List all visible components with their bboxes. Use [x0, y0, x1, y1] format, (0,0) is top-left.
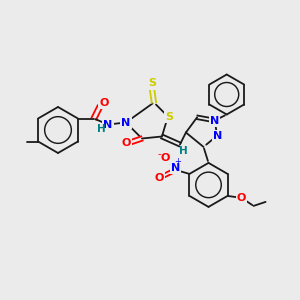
Text: H: H [178, 146, 187, 157]
Text: O: O [99, 98, 109, 107]
Text: N: N [214, 131, 223, 141]
Text: S: S [148, 79, 156, 88]
Text: O: O [155, 173, 164, 183]
Text: N: N [103, 119, 112, 130]
Text: +: + [174, 158, 181, 166]
Text: S: S [165, 112, 173, 122]
Text: -: - [158, 149, 161, 159]
Text: N: N [210, 116, 219, 125]
Text: O: O [237, 193, 246, 203]
Text: N: N [121, 118, 130, 128]
Text: O: O [121, 139, 130, 148]
Text: N: N [171, 163, 180, 173]
Text: H: H [97, 124, 105, 134]
Text: O: O [161, 153, 170, 163]
